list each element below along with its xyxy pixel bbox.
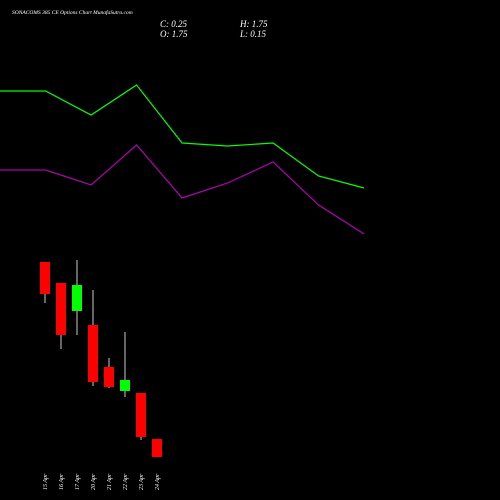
x-tick-label: 15 Apr (43, 473, 49, 490)
x-tick-label: 20 Apr (91, 473, 97, 490)
candle-body (104, 367, 114, 387)
x-tick-label: 17 Apr (75, 473, 81, 490)
candle-body (40, 262, 50, 294)
x-tick-label: 21 Apr (107, 473, 113, 490)
x-tick-label: 24 Apr (154, 473, 161, 490)
x-tick-label: 23 Apr (139, 473, 145, 490)
open-stat: O: 1.75 (160, 29, 188, 39)
candle-body (56, 283, 66, 335)
candle-body (152, 439, 162, 457)
candle-body (72, 285, 82, 311)
indicator-line (0, 84, 365, 189)
candle-body (88, 325, 98, 382)
x-tick-label: 16 Apr (59, 473, 65, 490)
candle-body (136, 393, 146, 437)
x-tick-label: 22 Apr (123, 473, 129, 490)
close-stat: C: 0.25 (160, 19, 188, 29)
chart-title: SONACOMS 385 CE Options Chart MunafaSutr… (12, 9, 133, 16)
high-stat: H: 1.75 (239, 19, 268, 29)
low-stat: L: 0.15 (239, 29, 267, 39)
candle-body (120, 380, 130, 391)
indicator-line (0, 144, 365, 235)
